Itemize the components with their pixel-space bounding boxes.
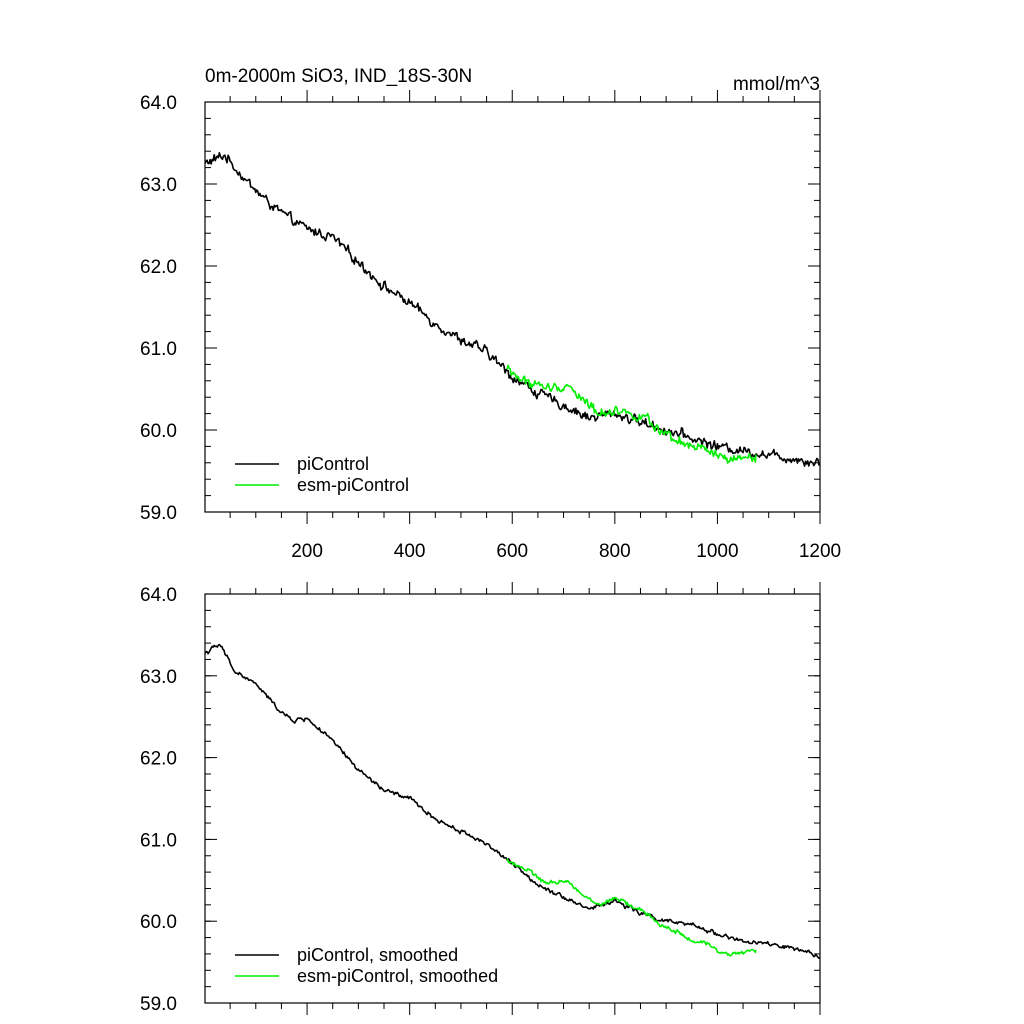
y-tick-label: 62.0	[140, 749, 177, 770]
units-label: mmol/m^3	[733, 74, 820, 95]
legend-label-picontrol: piControl, smoothed	[297, 945, 458, 965]
y-tick-label: 59.0	[140, 994, 177, 1015]
y-tick-label: 61.0	[140, 830, 177, 851]
bottom-panel: 59.0 60.0 61.0 62.0 63.0 64.0 piControl, smoot…	[140, 582, 821, 1015]
y-tick-label: 60.0	[140, 912, 177, 933]
y-tick-label: 63.0	[140, 667, 177, 688]
y-tick-label: 59.0	[140, 503, 177, 524]
x-tick-label: 200	[291, 541, 323, 562]
series-line-esm-picontrol	[506, 858, 757, 957]
series-line-picontrol	[205, 152, 820, 467]
chart-title: 0m-2000m SiO3, IND_18S-30N	[205, 66, 472, 87]
x-tick-label: 800	[599, 541, 631, 562]
plot-frame	[204, 593, 821, 1004]
x-tick-label: 1200	[799, 541, 841, 562]
x-tick-label: 600	[496, 541, 528, 562]
y-tick-label: 64.0	[140, 585, 177, 606]
series-line-esm-picontrol	[506, 364, 757, 464]
legend-label-esm-picontrol: esm-piControl, smoothed	[297, 966, 498, 986]
y-tick-label: 63.0	[140, 175, 177, 196]
y-tick-label: 64.0	[140, 93, 177, 114]
x-tick-label: 1000	[696, 541, 738, 562]
y-tick-label: 60.0	[140, 421, 177, 442]
x-tick-label: 400	[394, 541, 426, 562]
top-panel: 59.0 60.0 61.0 62.0 63.0 64.0 200 400 600 800 1000…	[140, 66, 841, 562]
legend-label-esm-picontrol: esm-piControl	[297, 475, 409, 495]
legend-label-picontrol: piControl	[297, 454, 369, 474]
series-line-picontrol	[205, 643, 820, 959]
y-tick-label: 62.0	[140, 257, 177, 278]
y-tick-label: 61.0	[140, 339, 177, 360]
